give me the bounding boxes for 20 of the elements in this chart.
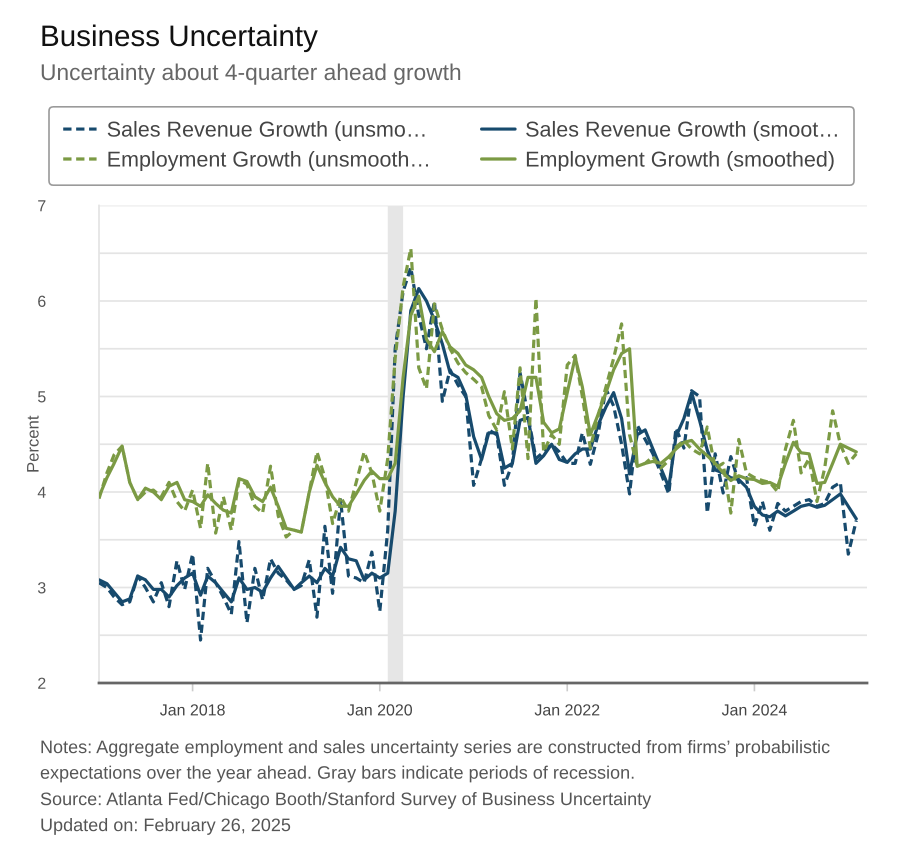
y-tick-label: 4 xyxy=(38,486,46,498)
y-tick-label: 6 xyxy=(38,296,46,307)
x-tick-label: Jan 2020 xyxy=(347,704,412,716)
y-axis-title: Percent xyxy=(27,416,39,472)
x-tick-label: Jan 2018 xyxy=(160,704,225,716)
y-tick-label: 7 xyxy=(38,200,46,212)
text: Notes: Aggregate employment and sales uncertainty series are constructed from firms’ probabilistic expectations over the year ahead. Gray bars indicate periods of recession. xyxy=(40,740,830,782)
legend-label: Sales Revenue Growth (smoot… xyxy=(526,120,837,142)
legend-label: Employment Growth (unsmooth… xyxy=(108,150,428,172)
source-note: Source: Atlanta Fed/Chicago Booth/Stanford Survey of Business Uncertainty xyxy=(40,792,652,809)
chart-subtitle: Uncertainty about 4-quarter ahead growth xyxy=(42,63,460,85)
text: Updated on: February 26, 2025 xyxy=(41,818,290,835)
legend-label: Employment Growth (smoothed) xyxy=(526,150,834,172)
chart-title: Business Uncertainty xyxy=(42,24,318,52)
y-tick-label: 5 xyxy=(38,391,46,402)
y-tick-label: 3 xyxy=(38,582,46,594)
y-tick-label: 2 xyxy=(38,678,46,689)
legend-label: Sales Revenue Growth (unsmo… xyxy=(108,120,424,142)
x-tick-label: Jan 2022 xyxy=(534,704,600,716)
x-tick-label: Jan 2024 xyxy=(722,704,787,716)
